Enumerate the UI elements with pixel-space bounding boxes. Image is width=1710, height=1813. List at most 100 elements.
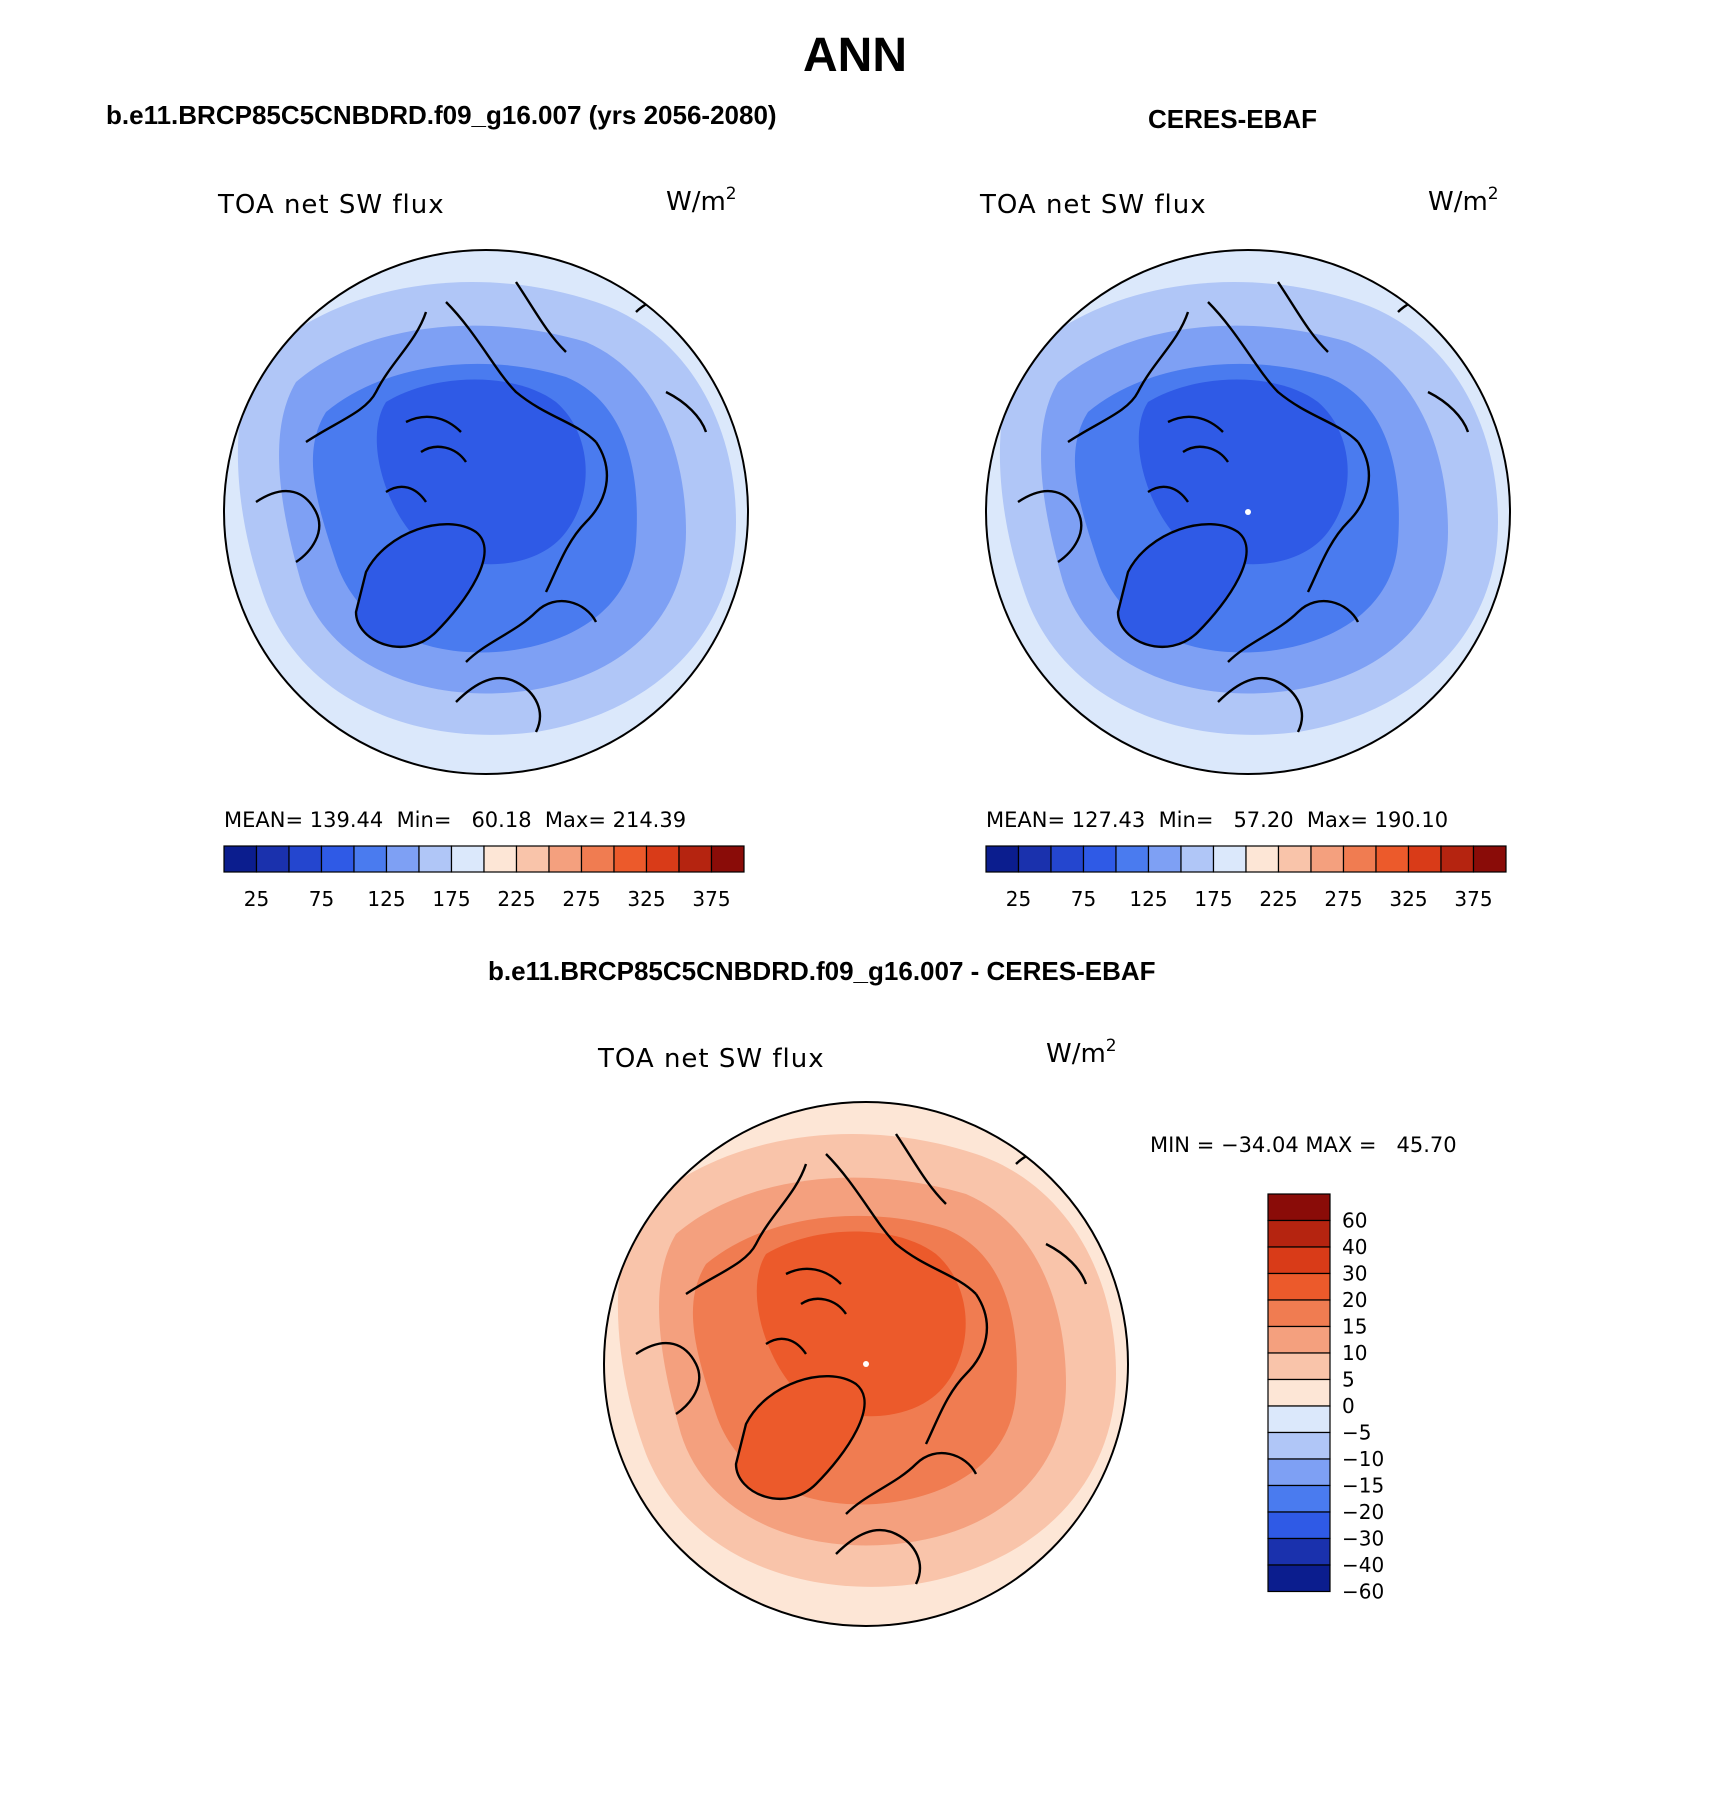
obs-colorbar: 25 75 125 175 225 275 325 375 (985, 845, 1507, 911)
colorbar-swatch (710, 845, 745, 873)
colorbar-swatch (678, 845, 713, 873)
colorbar-swatch (548, 845, 583, 873)
colorbar-swatch (1212, 845, 1247, 873)
colorbar-swatch (515, 845, 550, 873)
model-colorbar: 25 75 125 175 225 275 325 375 (223, 845, 745, 911)
coastline (1277, 281, 1329, 353)
coastline (685, 1163, 808, 1295)
obs-units: W/m2 (1428, 184, 1499, 217)
coastline (895, 1133, 947, 1205)
colorbar-swatch (1472, 845, 1507, 873)
coastline (1167, 415, 1229, 463)
obs-panel-header: CERES-EBAF (1148, 104, 1318, 134)
model-units: W/m2 (666, 184, 737, 217)
coastline (354, 523, 486, 649)
colorbar-swatch (985, 845, 1020, 873)
colorbar-swatch (1017, 845, 1052, 873)
colorbar-swatch (1267, 1405, 1331, 1434)
colorbar-swatch (1267, 1352, 1331, 1381)
colorbar-tick-label: 25 (244, 887, 269, 911)
colorbar-swatch (645, 845, 680, 873)
coastline (405, 415, 467, 463)
colorbar-swatch (613, 845, 648, 873)
coastline (465, 599, 598, 663)
colorbar-tick-label: 75 (309, 887, 334, 911)
model-polar-map (223, 249, 749, 775)
page-title: ANN (803, 29, 907, 82)
diff-field-label: TOA net SW flux (598, 1044, 825, 1074)
diff-minmax: MIN = −34.04 MAX = 45.70 (1150, 1133, 1457, 1157)
colorbar-swatch (1180, 845, 1215, 873)
colorbar-tick-label: 40 (1342, 1235, 1367, 1259)
coastline (445, 301, 597, 443)
coastline (515, 281, 567, 353)
map-contour-band (756, 1231, 966, 1417)
greenland-region (1118, 524, 1247, 647)
colorbar-swatch (385, 845, 420, 873)
colorbar-tick-label: 375 (1454, 887, 1492, 911)
coastline (544, 441, 609, 593)
map-field (224, 250, 748, 774)
colorbar-swatch (1267, 1272, 1331, 1301)
colorbar-swatch (1440, 845, 1475, 873)
colorbar-swatch (1267, 1219, 1331, 1248)
map-border (985, 249, 1511, 775)
coastline (305, 311, 428, 443)
colorbar-swatch (1267, 1299, 1331, 1328)
colorbar-tick-label: 125 (367, 887, 405, 911)
colorbar-swatch (1050, 845, 1085, 873)
colorbar-swatch (1267, 1511, 1331, 1540)
colorbar-swatch (353, 845, 388, 873)
colorbar-tick-label: 275 (562, 887, 600, 911)
colorbar-swatch (1082, 845, 1117, 873)
colorbar-swatch (255, 845, 290, 873)
obs-polar-map (985, 249, 1511, 775)
map-border (223, 249, 749, 775)
coastline (924, 1293, 989, 1445)
coastline (835, 1528, 922, 1585)
colorbar-swatch (1342, 845, 1377, 873)
colorbar-swatch (450, 845, 485, 873)
north-pole-marker (1245, 509, 1251, 515)
coastline (1217, 676, 1304, 733)
map-contour-band (376, 379, 586, 565)
colorbar-tick-label: −20 (1342, 1500, 1384, 1524)
colorbar-tick-label: 5 (1342, 1368, 1355, 1392)
coastline (1427, 390, 1470, 433)
colorbar-swatch (1267, 1537, 1331, 1566)
obs-stats: MEAN= 127.43 Min= 57.20 Max= 190.10 (986, 808, 1449, 832)
coastline (825, 1153, 977, 1295)
colorbar-tick-label: −40 (1342, 1553, 1384, 1577)
colorbar-tick-label: 175 (432, 887, 470, 911)
diff-panel-header: b.e11.BRCP85C5CNBDRD.f09_g16.007 - CERES… (488, 956, 1156, 986)
greenland-region (356, 524, 485, 647)
colorbar-tick-label: −15 (1342, 1474, 1384, 1498)
colorbar-tick-label: 125 (1129, 887, 1167, 911)
colorbar-tick-label: 0 (1342, 1394, 1355, 1418)
colorbar-tick-label: 225 (497, 887, 535, 911)
diff-units: W/m2 (1046, 1036, 1117, 1069)
colorbar-swatch (1267, 1193, 1331, 1222)
map-contour-band (1138, 379, 1348, 565)
coastline (1067, 311, 1190, 443)
colorbar-swatch (483, 845, 518, 873)
colorbar-swatch (1267, 1378, 1331, 1407)
coastline (255, 490, 321, 563)
colorbar-swatch (1267, 1246, 1331, 1275)
north-pole-marker (863, 1361, 869, 1367)
colorbar-swatch (1115, 845, 1150, 873)
colorbar-tick-label: 15 (1342, 1315, 1367, 1339)
colorbar-swatch (1267, 1458, 1331, 1487)
colorbar-tick-label: 30 (1342, 1262, 1367, 1286)
colorbar-tick-label: 75 (1071, 887, 1096, 911)
coastline (1017, 490, 1083, 563)
colorbar-swatch (223, 845, 258, 873)
coastline (785, 1267, 847, 1315)
coastline (665, 390, 708, 433)
coastline (1227, 599, 1360, 663)
diff-polar-map (603, 1101, 1129, 1627)
colorbar-swatch (1375, 845, 1410, 873)
colorbar-tick-label: −30 (1342, 1527, 1384, 1551)
coastline (1207, 301, 1359, 443)
